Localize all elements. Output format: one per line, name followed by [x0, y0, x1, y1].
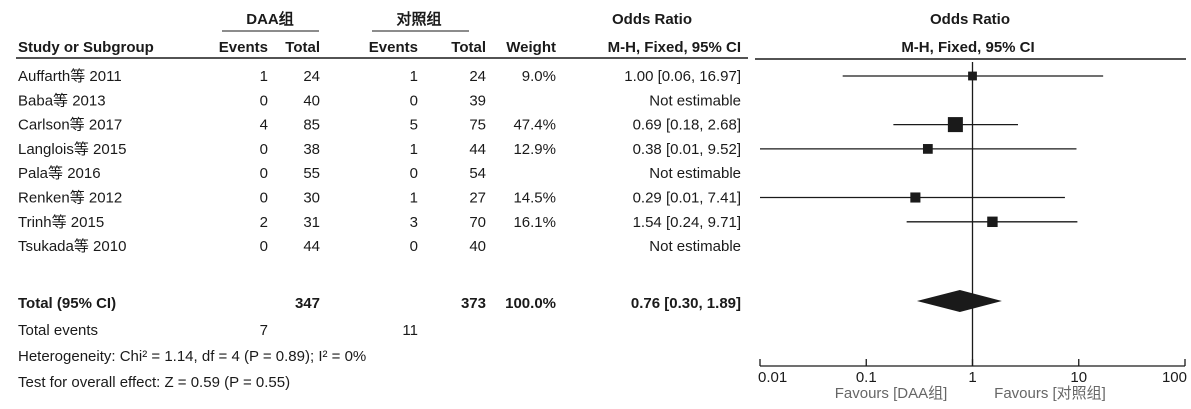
total2-cell: 40: [469, 238, 486, 255]
events2-column-header: Events: [369, 39, 418, 56]
plot-area: 0.01 0.1 1 10 100: [758, 62, 1187, 386]
study-name: Renken等 2012: [18, 189, 122, 207]
study-name: Trinh等 2015: [18, 213, 104, 231]
events2-cell: 1: [410, 68, 418, 85]
point-estimate-square: [910, 192, 921, 203]
x-axis-tick-label: 0.01: [758, 369, 787, 386]
group1-header: DAA组: [246, 10, 294, 28]
point-estimate-square: [922, 144, 933, 154]
weight-cell: 9.0%: [522, 68, 556, 85]
or-left-title: Odds Ratio: [612, 11, 692, 28]
ci-cell: Not estimable: [649, 238, 741, 255]
events1-cell: 1: [260, 68, 268, 85]
study-name: Carlson等 2017: [18, 116, 122, 134]
point-estimate-square: [947, 117, 963, 133]
or-right-title: Odds Ratio: [930, 11, 1010, 28]
total-ci-text: 0.76 [0.30, 1.89]: [631, 295, 741, 312]
total1-cell: 38: [303, 141, 320, 158]
total1-cell: 31: [303, 214, 320, 231]
ci-cell: 0.38 [0.01, 9.52]: [633, 141, 741, 158]
events1-cell: 0: [260, 141, 268, 158]
or-right-method: M-H, Fixed, 95% CI: [901, 39, 1034, 56]
study-name: Baba等 2013: [18, 91, 106, 109]
study-column-header: Study or Subgroup: [18, 39, 154, 56]
total1-column-header: Total: [285, 39, 320, 56]
total2-cell: 24: [469, 68, 486, 85]
events1-cell: 4: [260, 117, 268, 134]
weight-cell: 12.9%: [513, 141, 556, 158]
study-name: Pala等 2016: [18, 164, 101, 182]
ci-cell: Not estimable: [649, 165, 741, 182]
study-name: Tsukada等 2010: [18, 237, 126, 255]
point-estimate-square: [987, 216, 998, 228]
weight-cell: 14.5%: [513, 190, 556, 207]
events2-cell: 3: [410, 214, 418, 231]
x-axis-tick-label: 1: [968, 369, 976, 386]
total1-cell: 85: [303, 117, 320, 134]
total2-cell: 44: [469, 141, 486, 158]
weight-cell: 47.4%: [513, 117, 556, 134]
total-label: Total (95% CI): [18, 295, 116, 312]
events2-cell: 0: [410, 92, 418, 109]
pooled-estimate-diamond: [916, 290, 1002, 312]
ci-cell: 1.00 [0.06, 16.97]: [624, 68, 741, 85]
total-events-label: Total events: [18, 322, 98, 339]
total2-cell: 75: [469, 117, 486, 134]
total-weight: 100.0%: [505, 295, 556, 312]
events1-cell: 2: [260, 214, 268, 231]
total-events-e1: 7: [260, 322, 268, 339]
weight-cell: 16.1%: [513, 214, 556, 231]
events2-cell: 1: [410, 190, 418, 207]
ci-cell: 0.69 [0.18, 2.68]: [633, 117, 741, 134]
total-events-e2: 11: [402, 322, 418, 339]
total1-cell: 30: [303, 190, 320, 207]
x-axis-tick-label: 10: [1070, 369, 1087, 386]
events2-cell: 0: [410, 238, 418, 255]
x-axis-tick-label: 100: [1162, 369, 1187, 386]
total2-cell: 54: [469, 165, 486, 182]
events2-cell: 5: [410, 117, 418, 134]
study-rows: Auffarth等 2011 1 24 1 24 9.0% 1.00 [0.06, 16.9…: [18, 67, 741, 255]
total2-cell: 27: [469, 190, 486, 207]
group2-header: 对照组: [396, 10, 441, 28]
total1-cell: 44: [303, 238, 320, 255]
events2-cell: 1: [410, 141, 418, 158]
total2-cell: 39: [469, 92, 486, 109]
total1-cell: 24: [303, 68, 320, 85]
total-n2: 373: [461, 295, 486, 312]
total1-cell: 40: [303, 92, 320, 109]
events1-cell: 0: [260, 238, 268, 255]
events1-cell: 0: [260, 165, 268, 182]
study-name: Auffarth等 2011: [18, 67, 122, 85]
ci-cell: Not estimable: [649, 92, 741, 109]
total2-column-header: Total: [451, 39, 486, 56]
events1-cell: 0: [260, 190, 268, 207]
weight-column-header: Weight: [506, 39, 556, 56]
overall-effect-text: Test for overall effect: Z = 0.59 (P = 0…: [18, 374, 290, 391]
study-name: Langlois等 2015: [18, 140, 126, 158]
events2-cell: 0: [410, 165, 418, 182]
x-axis-tick-label: 0.1: [856, 369, 877, 386]
favours-left-label: Favours [DAA组]: [835, 385, 948, 402]
total1-cell: 55: [303, 165, 320, 182]
or-left-method: M-H, Fixed, 95% CI: [608, 39, 741, 56]
total-n1: 347: [295, 295, 320, 312]
events1-cell: 0: [260, 92, 268, 109]
heterogeneity-text: Heterogeneity: Chi² = 1.14, df = 4 (P = …: [18, 348, 366, 365]
favours-right-label: Favours [对照组]: [994, 385, 1106, 402]
events1-column-header: Events: [219, 39, 268, 56]
total2-cell: 70: [469, 214, 486, 231]
ci-cell: 0.29 [0.01, 7.41]: [633, 190, 741, 207]
ci-cell: 1.54 [0.24, 9.71]: [633, 214, 741, 231]
